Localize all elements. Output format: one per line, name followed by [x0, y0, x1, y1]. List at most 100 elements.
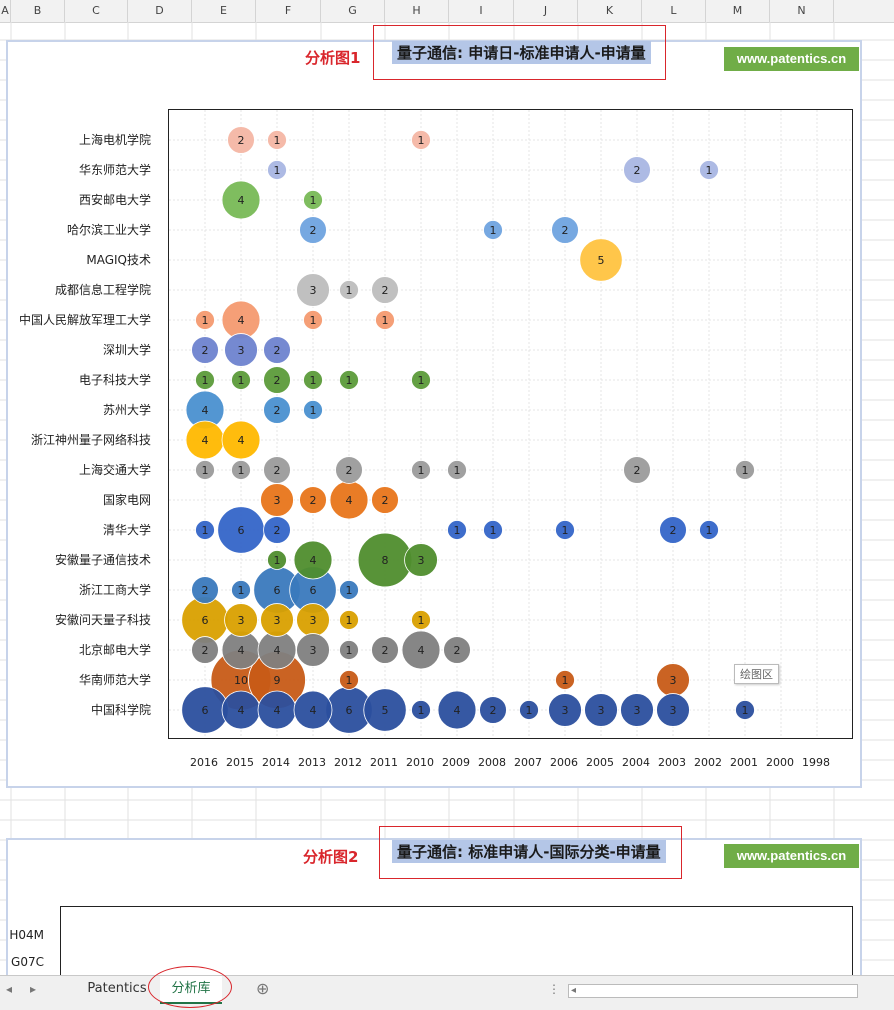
scroll-left-icon[interactable]: ◂	[6, 976, 12, 1002]
scroll-right-icon[interactable]: ▸	[30, 976, 36, 1002]
y-axis-tick-label: 北京邮电大学	[0, 641, 151, 658]
column-header-F[interactable]: F	[256, 0, 321, 22]
column-header-E[interactable]: E	[192, 0, 256, 22]
bubble: 4	[222, 181, 260, 219]
bubble-value-label: 3	[274, 614, 281, 627]
y-axis-tick-label: 上海电机学院	[0, 131, 151, 148]
bubble-value-label: 2	[634, 464, 641, 477]
x-axis-tick-label: 2000	[762, 756, 798, 769]
bubble-value-label: 4	[454, 704, 461, 717]
y-axis-tick-label: 清华大学	[0, 521, 151, 538]
chart1-bubbles: 1098666666554444444444444433333333333332…	[169, 110, 852, 738]
bubble-value-label: 1	[418, 134, 425, 147]
column-header-N[interactable]: N	[770, 0, 834, 22]
bubble-value-label: 1	[490, 224, 497, 237]
chart1-plot-area[interactable]: 1098666666554444444444444433333333333332…	[168, 109, 853, 739]
bubble: 2	[264, 517, 291, 544]
bubble-value-label: 1	[274, 134, 281, 147]
bubble-value-label: 6	[238, 524, 245, 537]
bubble-value-label: 1	[346, 374, 353, 387]
bubble: 4	[222, 421, 260, 459]
bubble: 1	[484, 221, 503, 240]
bubble-value-label: 1	[418, 614, 425, 627]
bubble-value-label: 1	[274, 554, 281, 567]
horizontal-scrollbar[interactable]: ◂	[568, 984, 858, 998]
x-axis-tick-label: 2003	[654, 756, 690, 769]
column-header-G[interactable]: G	[321, 0, 385, 22]
y-axis-tick-label: 成都信息工程学院	[0, 281, 151, 298]
bubble-value-label: 4	[202, 434, 209, 447]
bubble-value-label: 2	[634, 164, 641, 177]
bubble: 2	[264, 337, 291, 364]
bubble-value-label: 2	[490, 704, 497, 717]
bubble: 3	[621, 694, 654, 727]
chart2-label: 分析图2	[303, 846, 358, 867]
x-axis-tick-label: 2005	[582, 756, 618, 769]
chart1-label: 分析图1	[305, 47, 360, 68]
bubble-value-label: 1	[562, 674, 569, 687]
bubble-value-label: 2	[202, 344, 209, 357]
bubble-value-label: 1	[346, 284, 353, 297]
bubble: 1	[232, 371, 251, 390]
x-axis-tick-label: 2011	[366, 756, 402, 769]
bubble-value-label: 2	[454, 644, 461, 657]
bubble-value-label: 4	[238, 704, 245, 717]
column-header-D[interactable]: D	[128, 0, 192, 22]
bubble-value-label: 1	[490, 524, 497, 537]
bubble-value-label: 2	[382, 644, 389, 657]
bubble: 2	[264, 367, 291, 394]
bubble: 2	[444, 637, 471, 664]
column-header-M[interactable]: M	[706, 0, 770, 22]
x-axis-tick-label: 2014	[258, 756, 294, 769]
column-header-J[interactable]: J	[514, 0, 578, 22]
bubble-value-label: 1	[274, 164, 281, 177]
x-axis-tick-label: 2009	[438, 756, 474, 769]
bubble: 3	[297, 274, 330, 307]
bubble-value-label: 1	[706, 524, 713, 537]
bubble-value-label: 1	[202, 524, 209, 537]
chart2-title[interactable]: 量子通信: 标准申请人-国际分类-申请量	[392, 840, 666, 863]
bubble: 1	[736, 461, 755, 480]
bubble-value-label: 2	[202, 644, 209, 657]
bubble: 1	[412, 611, 431, 630]
column-header-I[interactable]: I	[449, 0, 514, 22]
x-axis-tick-label: 2001	[726, 756, 762, 769]
bubble: 1	[304, 401, 323, 420]
column-header-H[interactable]: H	[385, 0, 449, 22]
bubble: 1	[556, 671, 575, 690]
more-options-icon[interactable]: ⋮	[548, 976, 560, 1002]
bubble-value-label: 1	[418, 464, 425, 477]
bubble-value-label: 2	[310, 224, 317, 237]
column-header-A[interactable]: A	[0, 0, 11, 22]
column-header-K[interactable]: K	[578, 0, 642, 22]
column-header-C[interactable]: C	[65, 0, 128, 22]
bubble: 1	[340, 671, 359, 690]
bubble-value-label: 1	[418, 704, 425, 717]
bubble: 1	[232, 461, 251, 480]
y-axis-tick-label: 深圳大学	[0, 341, 151, 358]
scrollbar-left-arrow-icon[interactable]: ◂	[571, 978, 576, 1004]
column-header-B[interactable]: B	[11, 0, 65, 22]
bubble-value-label: 2	[310, 494, 317, 507]
bubble-value-label: 1	[346, 674, 353, 687]
add-sheet-icon[interactable]: ⊕	[256, 976, 269, 1002]
bubble: 2	[624, 457, 651, 484]
bubble: 6	[218, 507, 265, 554]
bubble: 1	[268, 161, 287, 180]
x-axis-tick-label: 2010	[402, 756, 438, 769]
y-axis-tick-label: 国家电网	[0, 491, 151, 508]
bubble: 1	[484, 521, 503, 540]
bubble-value-label: 3	[310, 284, 317, 297]
bubble: 3	[657, 664, 690, 697]
bubble: 1	[232, 581, 251, 600]
bubble: 2	[372, 277, 399, 304]
bubble-value-label: 2	[274, 344, 281, 357]
tab-patentics[interactable]: Patentics	[80, 976, 154, 1002]
column-header-L[interactable]: L	[642, 0, 706, 22]
chart1-title[interactable]: 量子通信: 申请日-标准申请人-申请量	[392, 41, 651, 64]
bubble: 1	[700, 521, 719, 540]
bubble: 3	[261, 604, 294, 637]
y-axis-tick-label: 上海交通大学	[0, 461, 151, 478]
bubble-value-label: 1	[238, 374, 245, 387]
y-axis-tick-label: 中国人民解放军理工大学	[0, 311, 151, 328]
